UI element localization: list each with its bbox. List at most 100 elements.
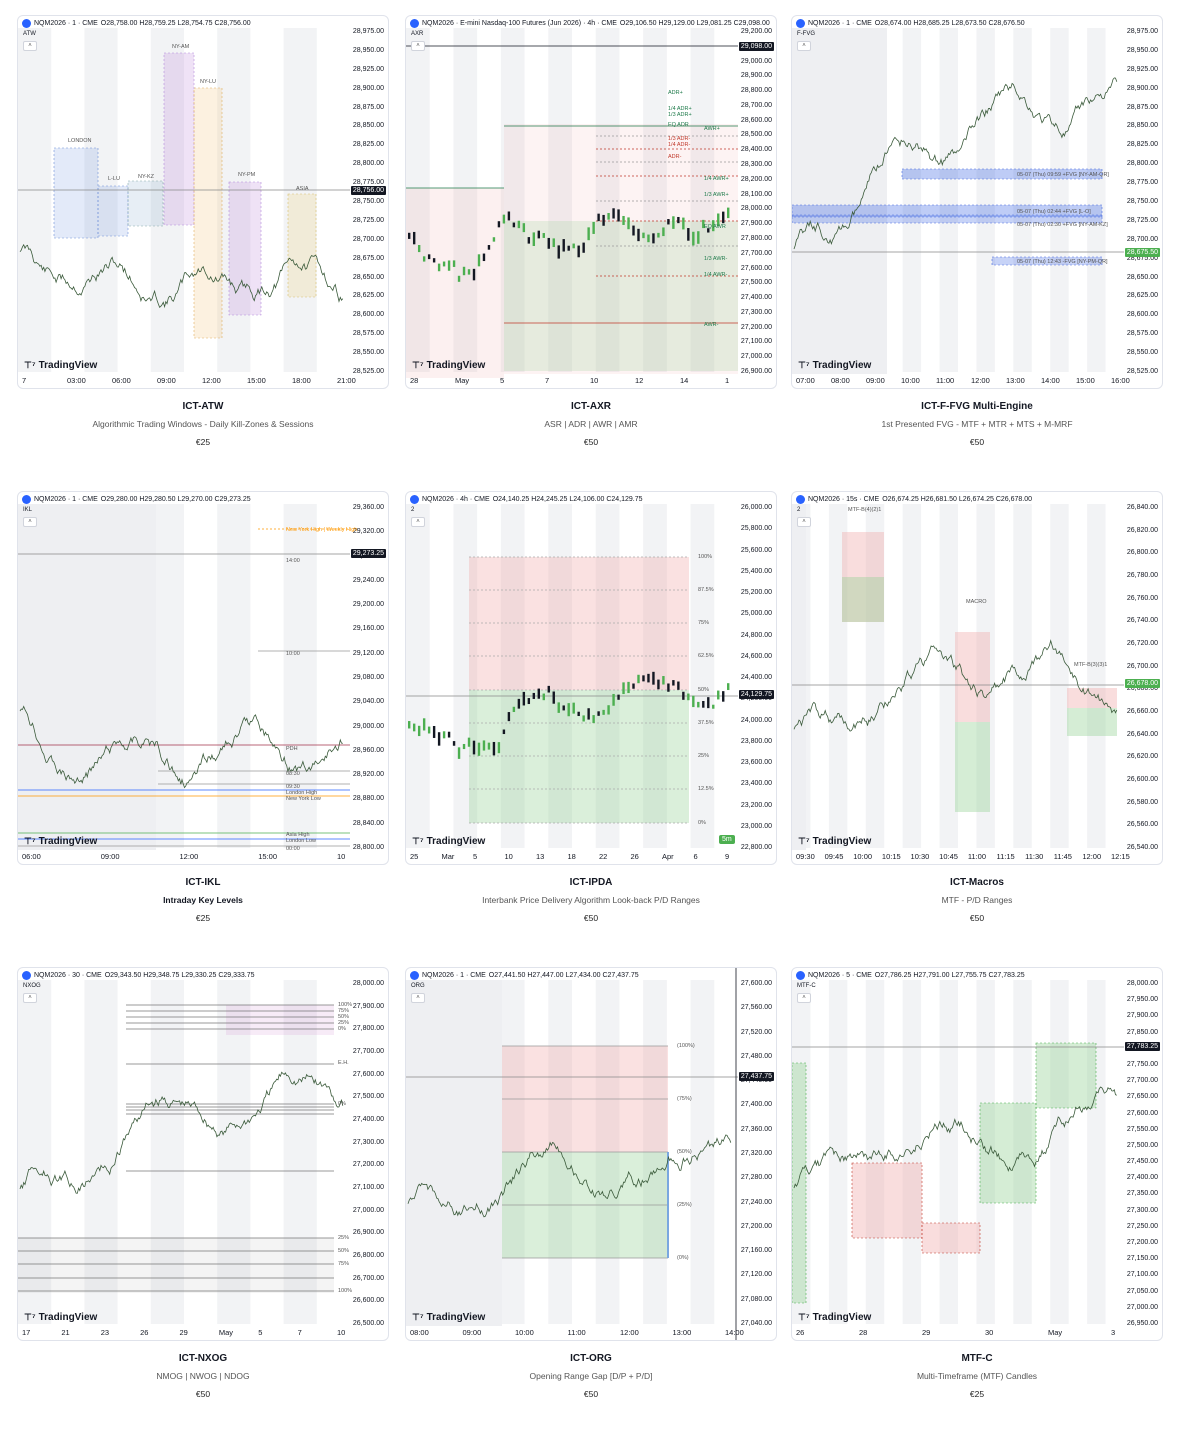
y-axis-tick-label: 26,620.00 — [1126, 753, 1158, 761]
chart-annotation-label: 1/4 AWR+ — [704, 176, 729, 182]
y-axis-tick-label: 27,900.00 — [352, 1002, 384, 1010]
product-title[interactable]: ICT-IKL — [185, 877, 221, 888]
x-axis-tick-label: Apr — [662, 852, 674, 861]
chart-preview[interactable]: NQM2026 · 30 · CME O29,343.50 H29,348.75 … — [17, 967, 389, 1341]
chart-preview[interactable]: NQM2026 · 1 · CME O28,758.00 H28,759.25 L… — [17, 15, 389, 389]
session-shade — [84, 28, 118, 372]
y-axis-tick-label: 27,300.00 — [1126, 1206, 1158, 1214]
watermark-text: TradingView — [812, 836, 872, 847]
product-subtitle: Interbank Price Delivery Algorithm Look-… — [482, 895, 700, 905]
product-card[interactable]: NQM2026 · E-mini Nasdaq-100 Futures (Jun… — [405, 15, 777, 447]
session-shade — [939, 28, 958, 372]
chart-preview[interactable]: NQM2026 · 15s · CME O26,674.25 H26,681.50… — [791, 491, 1163, 865]
product-card[interactable]: NQM2026 · 1 · CME O27,441.50 H27,447.00 L… — [405, 967, 777, 1399]
candle — [642, 232, 645, 239]
y-axis-tick-label: 27,160.00 — [740, 1247, 772, 1255]
candle — [607, 705, 610, 715]
chart-preview[interactable]: NQM2026 · 1 · CME O29,280.00 H29,280.50 L… — [17, 491, 389, 865]
last-price-tag: 27,437.75 — [738, 1072, 774, 1081]
x-axis-tick-label: 7 — [22, 376, 27, 385]
collapse-chevron-icon[interactable]: ˄ — [797, 993, 811, 1003]
candle — [677, 681, 680, 690]
collapse-chevron-icon[interactable]: ˄ — [411, 41, 425, 51]
session-shade — [1013, 980, 1032, 1324]
watermark-text: TradingView — [812, 360, 872, 371]
candle — [447, 731, 451, 738]
session-shade — [865, 504, 885, 848]
chart-annotation-label: 10:00 — [286, 651, 300, 657]
collapse-chevron-icon[interactable]: ˄ — [797, 517, 811, 527]
x-axis-tick-label: 09:00 — [866, 376, 885, 385]
x-axis-tick-label: 14 — [680, 376, 689, 385]
chart-annotation-label: MACRO — [966, 599, 987, 605]
chart-preview[interactable]: NQM2026 · 4h · CME O24,140.25 H24,245.25 … — [405, 491, 777, 865]
collapse-chevron-icon[interactable]: ˄ — [23, 993, 37, 1003]
product-title[interactable]: ICT-F-FVG Multi-Engine — [921, 401, 1033, 412]
chart-annotation-label: (75%) — [677, 1096, 692, 1102]
candle — [557, 245, 560, 259]
session-shade — [150, 28, 184, 372]
product-card[interactable]: NQM2026 · 1 · CME O28,674.00 H28,685.25 L… — [791, 15, 1163, 447]
chart-header: NQM2026 · 1 · CME O28,758.00 H28,759.25 L… — [22, 19, 251, 28]
chart-annotation-label: EQ AWR — [704, 224, 726, 230]
chart-preview[interactable]: NQM2026 · E-mini Nasdaq-100 Futures (Jun… — [405, 15, 777, 389]
product-title[interactable]: ICT-NXOG — [178, 1353, 228, 1364]
y-axis-tick-label: 27,750.00 — [1126, 1060, 1158, 1068]
y-axis-tick-label: 27,200.00 — [1126, 1239, 1158, 1247]
chart-annotation-label: L-LU — [108, 176, 120, 182]
indicator-name: ATW — [23, 31, 36, 37]
product-title[interactable]: MTF-C — [961, 1353, 993, 1364]
candle — [447, 260, 451, 271]
product-title[interactable]: ICT-ORG — [570, 1353, 612, 1364]
collapse-chevron-icon[interactable]: ˄ — [411, 517, 425, 527]
tradingview-logo-icon: ⊤⁷ — [798, 1312, 810, 1322]
product-card[interactable]: NQM2026 · 1 · CME O28,758.00 H28,759.25 L… — [17, 15, 389, 447]
chart-annotation-label: E.H. — [338, 1060, 349, 1066]
product-title[interactable]: ICT-ATW — [182, 401, 224, 412]
watermark-text: TradingView — [812, 1312, 872, 1323]
product-title[interactable]: ICT-Macros — [950, 877, 1004, 888]
product-card[interactable]: NQM2026 · 4h · CME O24,140.25 H24,245.25 … — [405, 491, 777, 923]
y-axis-tick-label: 27,600.00 — [352, 1070, 384, 1078]
y-axis-tick-label: 27,040.00 — [740, 1320, 772, 1327]
y-axis-tick-label: 29,040.00 — [352, 698, 384, 706]
candle — [408, 232, 411, 239]
candle — [492, 237, 496, 242]
candle — [597, 213, 600, 222]
chart-annotation-label: London High — [286, 790, 318, 796]
session-shade — [1050, 980, 1069, 1324]
product-card[interactable]: NQM2026 · 30 · CME O29,343.50 H29,348.75 … — [17, 967, 389, 1399]
product-subtitle: Algorithmic Trading Windows - Daily Kill… — [92, 419, 314, 429]
product-card[interactable]: NQM2026 · 1 · CME O29,280.00 H29,280.50 L… — [17, 491, 389, 923]
y-axis-tick-label: 27,400.00 — [352, 1116, 384, 1123]
candle — [697, 701, 700, 708]
y-axis-tick-label: 28,960.00 — [352, 746, 384, 754]
product-price: €50 — [583, 913, 599, 923]
chart-preview[interactable]: NQM2026 · 1 · CME O28,674.00 H28,685.25 L… — [791, 15, 1163, 389]
chart-preview[interactable]: NQM2026 · 5 · CME O27,786.25 H27,791.00 L… — [791, 967, 1163, 1341]
candle — [657, 679, 660, 690]
chart-preview[interactable]: NQM2026 · 1 · CME O27,441.50 H27,447.00 L… — [405, 967, 777, 1341]
product-title[interactable]: ICT-IPDA — [569, 877, 613, 888]
x-axis-tick-label: 12:00 — [202, 376, 221, 385]
collapse-chevron-icon[interactable]: ˄ — [23, 517, 37, 527]
product-card[interactable]: NQM2026 · 5 · CME O27,786.25 H27,791.00 L… — [791, 967, 1163, 1399]
candle — [467, 269, 471, 275]
interval-badge[interactable]: 5m — [719, 835, 735, 844]
session-shade — [1087, 504, 1106, 848]
collapse-chevron-icon[interactable]: ˄ — [411, 993, 425, 1003]
tradingview-logo-icon: ⊤⁷ — [798, 360, 810, 370]
product-title[interactable]: ICT-AXR — [571, 401, 611, 412]
y-axis-tick-label: 28,800.00 — [352, 160, 384, 168]
y-axis-tick-label: 28,800.00 — [740, 87, 772, 95]
collapse-chevron-icon[interactable]: ˄ — [23, 41, 37, 51]
collapse-chevron-icon[interactable]: ˄ — [797, 41, 811, 51]
chart-annotation-label: MTF-B(3)(3)1 — [1074, 662, 1108, 668]
chart-annotation-label: 75% — [338, 1008, 350, 1014]
candle — [647, 673, 650, 683]
symbol-logo-icon — [410, 495, 419, 504]
chart-annotation-label: NY-KZ — [138, 174, 154, 180]
y-axis-tick-label: 26,600.00 — [352, 1297, 384, 1305]
product-card[interactable]: NQM2026 · 15s · CME O26,674.25 H26,681.50… — [791, 491, 1163, 923]
session-shade — [18, 980, 52, 1324]
